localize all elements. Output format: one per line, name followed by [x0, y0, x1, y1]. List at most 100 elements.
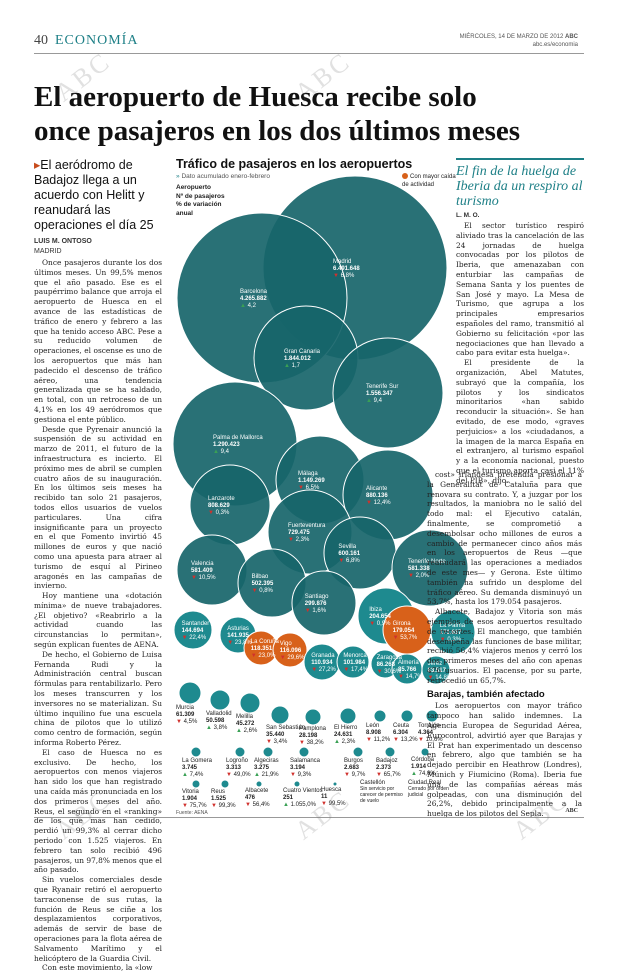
sidebar-paragraph: El sector turístico respiró aliviado tra… [456, 221, 584, 358]
arrow-down-icon: ▼ [226, 772, 232, 778]
airport-name: Menorca [343, 653, 367, 659]
arrow-up-icon: ▲ [206, 725, 212, 731]
article-column-1: Once pasajeros durante los dos últimos m… [34, 258, 162, 973]
change-value: 11,2% [371, 737, 391, 743]
airport-name: Vigo [279, 641, 292, 647]
airport-passengers: 1.844.012 [284, 356, 311, 362]
change-value: 23,0% [256, 653, 276, 659]
airport-name: Badajoz [376, 758, 398, 764]
paragraph: Albacete, Badajoz y Vitoria son más ejem… [427, 607, 582, 685]
airport-passengers: 141.935 [227, 633, 249, 639]
footer-rule [34, 817, 584, 818]
chart-source: Fuente: AENA [176, 810, 208, 816]
bubble-label: Santander 144.694 ▼ 22,4% [182, 621, 210, 642]
arrow-down-icon: ▼ [176, 719, 182, 725]
airport-change: ▼ 30,6% [377, 669, 402, 676]
airport-name: Murcia [176, 705, 195, 711]
airport-name: Fuerteventura [288, 523, 326, 529]
airport-passengers: 86.268 [376, 662, 395, 668]
airport-name: Vitoria [182, 789, 199, 795]
airport-name: La Gomera [182, 758, 213, 764]
change-value: 14,7% [403, 674, 423, 680]
airport-passengers: 204.654 [369, 614, 391, 620]
bubble-label: Lanzarote 808.629 ▼ 0,3% [208, 496, 235, 517]
arrow-up-icon: ▲ [411, 771, 417, 777]
deck-triangle-icon: ▸ [34, 158, 41, 172]
headline-line-2: once pasajeros en los dos últimos meses [34, 115, 521, 147]
bubble-menorca [336, 645, 370, 679]
airport-note: Ciudad Real Cerrado por orden judicial [408, 780, 452, 798]
bubble-label: Málaga 1.149.269 ▼ 6,5% [298, 471, 325, 492]
arrow-down-icon: ▼ [311, 667, 318, 673]
airport-change: ▼ 4,5% [176, 719, 197, 726]
sidebar-author: L. M. O. [456, 212, 480, 219]
airport-name: Huesca [321, 787, 342, 793]
airport-change: ▼ 99,3% [211, 803, 236, 810]
change-value: 27,2% [317, 667, 336, 673]
arrow-down-icon: ▼ [439, 637, 446, 643]
airport-change: ▼ 27,2% [311, 667, 336, 674]
bubble-label: Valladolid 50.598 ▲ 3,8% [206, 711, 232, 732]
airport-change: ▼ 17,4% [343, 667, 368, 674]
arrow-down-icon: ▼ [299, 740, 305, 746]
bubble-label: Gran Canaria 1.844.012 ▲ 1,7 [284, 349, 320, 370]
airport-passengers: 144.694 [181, 628, 204, 634]
change-value: 30,6% [382, 669, 402, 675]
airport-change: ▼ 2,3% [288, 537, 325, 544]
sidebar-paragraph: El presidente de la organización, Abel M… [456, 358, 584, 485]
paper-name: ABC [565, 34, 578, 40]
change-value: 49,0% [231, 772, 251, 778]
airport-name: San Sebastián [266, 725, 306, 731]
airport-passengers: 6.304 [393, 730, 409, 736]
airport-name: Tenerife Norte [408, 559, 446, 565]
arrow-down-icon: ▼ [266, 739, 272, 745]
site-text: abc.es/economia [532, 42, 578, 48]
chart-legend: Aeropuerto Nº de pasajeros % de variació… [176, 184, 225, 218]
bubble-label: Burgos 2.683 ▼ 9,7% [344, 758, 365, 779]
paragraph: Los aeropuertos con mayor tráfico tampoc… [427, 701, 582, 819]
airport-name: Cuatro Vientos [283, 788, 323, 794]
change-value: 38,2% [304, 740, 324, 746]
bubble-label: Jerez 83.517 ▼ 14,8% [428, 661, 453, 682]
chart-subtitle: » Dato acumulado enero-febrero [176, 173, 270, 180]
airport-change: ▲ 7,4% [182, 772, 212, 779]
bubble-león [373, 709, 387, 723]
bubble-label: El Hierro 24.631 ▲ 2,3% [334, 725, 357, 746]
airport-passengers: 4.364 [418, 730, 434, 736]
airport-change: ▼ 23,8% [227, 640, 252, 647]
airport-change: ▼ 11,2% [366, 737, 390, 744]
airport-name: La Coruña [250, 639, 279, 645]
arrow-up-icon: ▲ [283, 802, 289, 808]
airport-passengers: 1.914 [411, 764, 427, 770]
change-value: 74,0% [416, 771, 436, 777]
change-value: 1,6% [310, 608, 327, 614]
bubble-label: Alicante 880.136 ▼ 12,4% [366, 486, 391, 507]
legend-line-3: % de variación [176, 201, 222, 208]
airport-name: Alicante [366, 486, 388, 492]
bubble-murcia [178, 681, 202, 705]
airport-change: ▲ 4,2 [240, 303, 267, 310]
paragraph: Once pasajeros durante los dos últimos m… [34, 258, 162, 424]
bubble-label: Tenerife Norte 581.338 ▼ 2,0% [408, 559, 446, 580]
change-value: 0,3% [213, 510, 230, 516]
bubble-pamplona [304, 708, 322, 726]
airport-passengers: 35.440 [266, 732, 285, 738]
bubble-san-sebastián [270, 705, 290, 725]
change-value: 3,4% [271, 739, 288, 745]
airport-passengers: 11 [321, 794, 328, 800]
airport-passengers: 476 [245, 795, 256, 801]
airport-passengers: 600.161 [338, 551, 361, 557]
bubble-la-gomera [190, 746, 202, 758]
airport-change: ▲ 74,0% [411, 771, 436, 778]
airport-name: El Hierro [334, 725, 358, 731]
airport-passengers: 251 [283, 795, 294, 801]
note-airport-name: Castellón [360, 780, 386, 786]
bubble-cuatro-vientos [293, 780, 301, 788]
sidebar-box: El fin de la huelga de Iberia da un resp… [456, 158, 584, 486]
bubble-huesca [332, 781, 338, 787]
legend-line-2: Nº de pasajeros [176, 192, 225, 200]
airport-name: Santander [181, 621, 210, 627]
city: MADRID [34, 248, 62, 255]
change-value: 2,6% [241, 728, 258, 734]
bubble-label: Zaragoza 86.268 ▼ 30,6% [377, 655, 402, 676]
